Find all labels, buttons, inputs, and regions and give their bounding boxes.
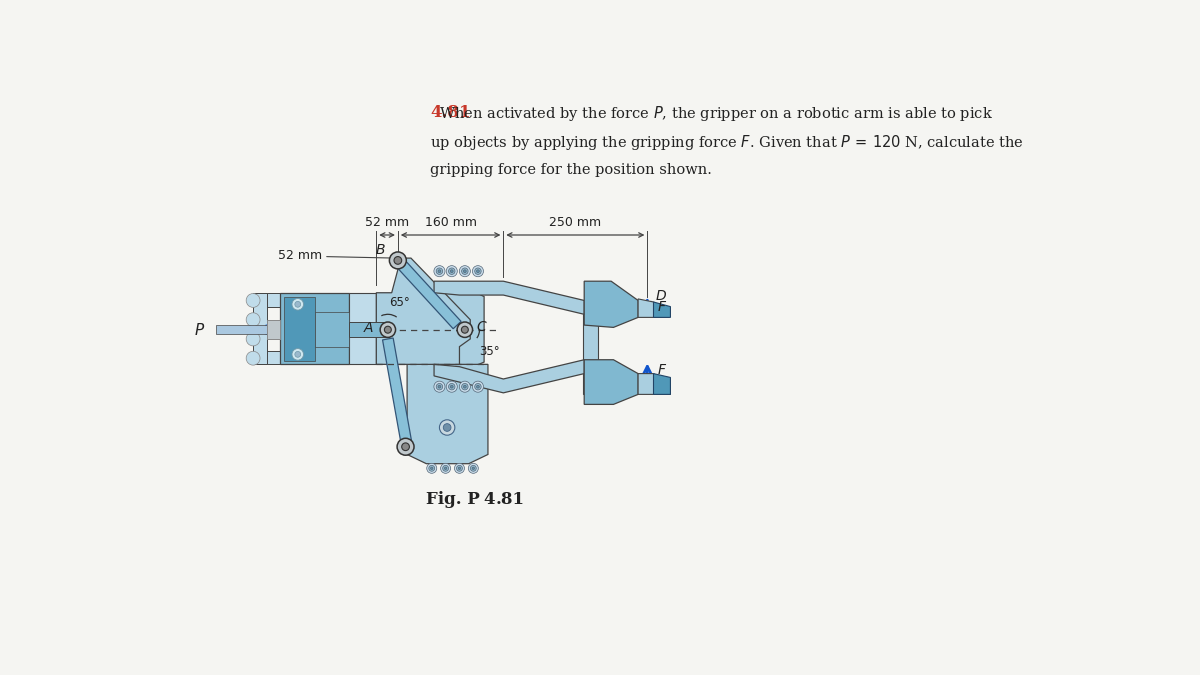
Circle shape [463, 385, 467, 388]
Circle shape [460, 381, 470, 392]
Polygon shape [377, 258, 470, 365]
Circle shape [461, 326, 468, 333]
Polygon shape [394, 256, 461, 329]
Text: 65°: 65° [389, 296, 410, 309]
Circle shape [475, 383, 481, 390]
Circle shape [473, 381, 484, 392]
Circle shape [437, 383, 443, 390]
Polygon shape [216, 325, 266, 334]
Circle shape [446, 266, 457, 277]
Circle shape [458, 467, 461, 470]
Polygon shape [434, 360, 584, 393]
Text: $C$: $C$ [475, 320, 487, 333]
Circle shape [444, 467, 446, 470]
Circle shape [476, 385, 479, 388]
Polygon shape [583, 315, 598, 394]
Circle shape [440, 463, 451, 473]
Circle shape [439, 420, 455, 435]
Circle shape [450, 270, 454, 273]
Circle shape [460, 266, 470, 277]
Text: 4.81: 4.81 [431, 104, 470, 121]
Polygon shape [654, 302, 671, 317]
Polygon shape [349, 293, 377, 364]
Polygon shape [314, 312, 349, 347]
Polygon shape [284, 296, 314, 360]
Text: $F$: $F$ [658, 362, 667, 377]
Circle shape [463, 270, 467, 273]
Circle shape [384, 326, 391, 333]
Circle shape [397, 438, 414, 455]
Polygon shape [407, 285, 484, 372]
Text: Fig. P: Fig. P [426, 491, 480, 508]
Circle shape [450, 385, 454, 388]
Circle shape [438, 385, 440, 388]
Circle shape [402, 443, 409, 451]
Circle shape [434, 266, 445, 277]
Polygon shape [280, 293, 349, 364]
Circle shape [431, 467, 433, 470]
Circle shape [438, 270, 440, 273]
Circle shape [476, 270, 479, 273]
Polygon shape [253, 293, 266, 364]
Circle shape [246, 332, 260, 346]
Polygon shape [253, 293, 280, 306]
Circle shape [295, 352, 301, 357]
Text: up objects by applying the gripping force $F$. Given that $P\,{=}\,120$ N, calcu: up objects by applying the gripping forc… [431, 134, 1024, 153]
Circle shape [475, 268, 481, 275]
Polygon shape [638, 299, 668, 317]
Circle shape [246, 294, 260, 307]
Circle shape [468, 463, 479, 473]
Circle shape [462, 268, 468, 275]
Circle shape [449, 268, 455, 275]
Circle shape [246, 351, 260, 365]
Circle shape [472, 467, 474, 470]
Text: 52 mm: 52 mm [278, 249, 323, 263]
Polygon shape [266, 321, 280, 339]
Circle shape [457, 322, 473, 338]
Circle shape [389, 252, 407, 269]
Circle shape [462, 383, 468, 390]
Circle shape [380, 322, 396, 338]
Circle shape [427, 463, 437, 473]
Polygon shape [638, 373, 671, 394]
Circle shape [455, 463, 464, 473]
Circle shape [449, 383, 455, 390]
Text: 35°: 35° [479, 345, 499, 358]
Circle shape [428, 465, 434, 471]
Text: 52 mm: 52 mm [365, 216, 409, 229]
Circle shape [456, 465, 462, 471]
Text: 160 mm: 160 mm [425, 216, 476, 229]
Text: When activated by the force $P$, the gripper on a robotic arm is able to pick: When activated by the force $P$, the gri… [431, 104, 994, 123]
Polygon shape [407, 364, 488, 464]
Polygon shape [383, 338, 413, 448]
Circle shape [443, 465, 449, 471]
Text: 4: 4 [484, 491, 494, 508]
Text: $A$: $A$ [362, 321, 374, 335]
Text: .81: .81 [496, 491, 524, 508]
Text: gripping force for the position shown.: gripping force for the position shown. [431, 163, 712, 177]
Polygon shape [654, 373, 671, 394]
Polygon shape [349, 322, 388, 338]
Circle shape [443, 424, 451, 431]
Circle shape [470, 465, 476, 471]
Text: 250 mm: 250 mm [550, 216, 601, 229]
Circle shape [394, 256, 402, 264]
Circle shape [434, 381, 445, 392]
Circle shape [292, 298, 304, 310]
Text: $F$: $F$ [658, 300, 667, 314]
Circle shape [246, 313, 260, 327]
Circle shape [437, 268, 443, 275]
Polygon shape [584, 360, 638, 404]
Circle shape [292, 348, 304, 360]
Circle shape [473, 266, 484, 277]
Circle shape [295, 301, 301, 307]
Text: $P$: $P$ [194, 322, 205, 338]
Text: $B$: $B$ [374, 242, 385, 256]
Text: $D$: $D$ [655, 289, 667, 303]
Circle shape [446, 381, 457, 392]
Polygon shape [253, 350, 280, 364]
Polygon shape [584, 281, 638, 327]
Polygon shape [434, 281, 584, 315]
